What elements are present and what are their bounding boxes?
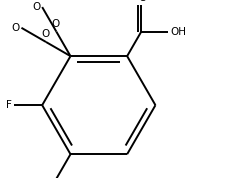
Text: O: O bbox=[42, 29, 50, 39]
Text: O: O bbox=[51, 19, 59, 29]
Text: O: O bbox=[11, 23, 19, 33]
Text: F: F bbox=[5, 100, 11, 110]
Text: OH: OH bbox=[169, 27, 185, 37]
Text: O: O bbox=[32, 2, 40, 12]
Text: O: O bbox=[138, 0, 146, 3]
